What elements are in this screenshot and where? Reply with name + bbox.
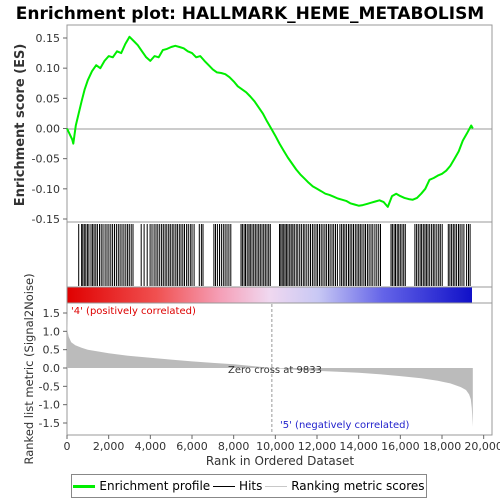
ranking-metric-area <box>67 314 473 427</box>
enrichment-profile-line <box>66 35 474 208</box>
legend-item-enrichment-profile: Enrichment profile <box>73 479 210 493</box>
legend-label-ranking: Ranking metric scores <box>291 479 425 493</box>
x-tick-label: 6,000 <box>176 440 208 453</box>
es-y-tick-label: -0.15 <box>32 213 60 226</box>
x-tick-label: 18,000 <box>423 440 462 453</box>
es-y-tick-label: 0.05 <box>36 92 61 105</box>
hits-marks <box>78 224 471 286</box>
x-tick-label: 16,000 <box>381 440 420 453</box>
metric-y-tick-label: -0.5 <box>39 380 60 393</box>
legend-swatch-enrichment <box>73 484 96 488</box>
x-tick-label: 20,000 <box>464 440 500 453</box>
legend-item-ranking-metric: Ranking metric scores <box>265 479 425 493</box>
negative-annotation: '5' (negatively correlated) <box>280 420 409 431</box>
es-y-tick-label: -0.10 <box>32 183 60 196</box>
es-panel-frame <box>66 24 493 223</box>
metric-y-tick-label: 0.5 <box>43 344 61 357</box>
x-tick-label: 14,000 <box>339 440 378 453</box>
metric-y-tick-label: 1.5 <box>43 307 61 320</box>
legend-item-hits: Hits <box>213 479 262 493</box>
legend-swatch-ranking <box>265 485 288 487</box>
metric-y-tick-label: 1.0 <box>43 325 61 338</box>
zero-cross-annotation: Zero cross at 9833 <box>228 365 322 376</box>
legend-label-enrichment: Enrichment profile <box>99 479 211 493</box>
x-tick-label: 12,000 <box>298 440 337 453</box>
legend: Enrichment profile Hits Ranking metric s… <box>71 474 427 498</box>
chart-title: Enrichment plot: HALLMARK_HEME_METABOLIS… <box>16 4 484 24</box>
x-tick-label: 8,000 <box>218 440 250 453</box>
metric-y-tick-label: -1.0 <box>39 399 60 412</box>
metric-y-axis-label: Ranked list metric (Signal2Noise) <box>22 273 36 464</box>
legend-label-hits: Hits <box>239 479 263 493</box>
x-tick-label: 4,000 <box>135 440 167 453</box>
x-tick-label: 2,000 <box>93 440 125 453</box>
es-y-axis-label: Enrichment score (ES) <box>13 44 28 207</box>
x-tick-label: 10,000 <box>256 440 295 453</box>
es-y-tick-label: -0.05 <box>32 153 60 166</box>
es-y-tick-label: 0.15 <box>36 32 61 45</box>
positive-annotation: '4' (positively correlated) <box>71 306 196 317</box>
metric-y-ticks: 1.5 1.0 0.5 0.0 -0.5 -1.0 -1.5 <box>39 307 67 430</box>
metric-y-tick-label: 0.0 <box>43 362 61 375</box>
x-axis-ticks: 0 2,000 4,000 6,000 8,000 10,000 12,000 14,000 1… <box>64 435 500 453</box>
es-y-tick-label: 0.10 <box>36 62 61 75</box>
es-y-tick-label: 0.00 <box>36 123 61 136</box>
legend-swatch-hits <box>213 485 236 487</box>
metric-y-tick-label: -1.5 <box>39 417 60 430</box>
x-tick-label: 0 <box>64 440 71 453</box>
x-axis-label: Rank in Ordered Dataset <box>206 454 354 468</box>
rank-color-bar <box>67 287 472 303</box>
es-y-ticks: 0.15 0.10 0.05 0.00 -0.05 -0.10 -0.15 <box>32 32 67 226</box>
